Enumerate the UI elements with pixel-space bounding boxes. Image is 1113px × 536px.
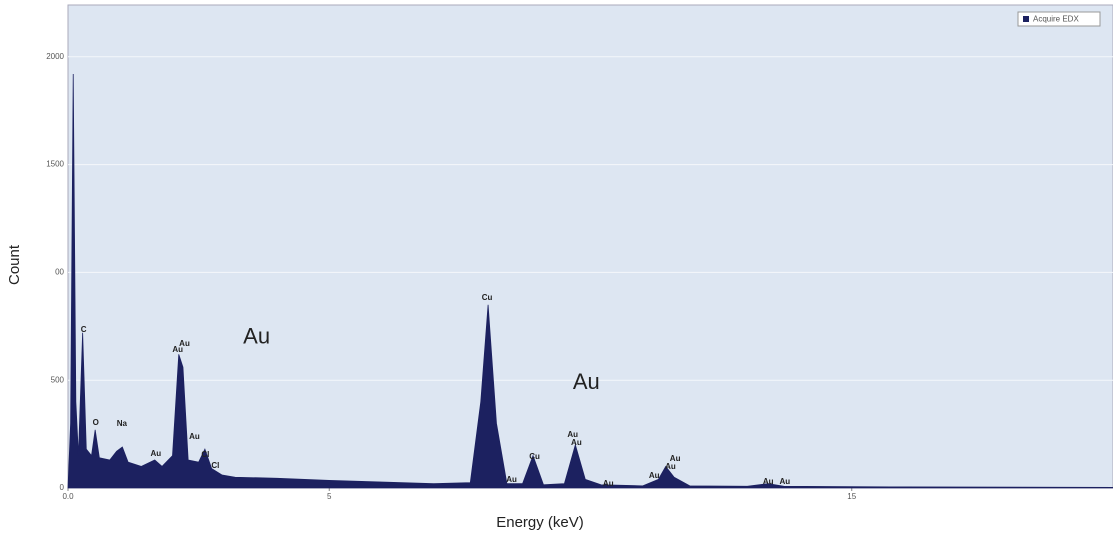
plot-area xyxy=(67,4,1113,489)
peak-label: Au xyxy=(763,477,774,486)
x-tick-label: 0.0 xyxy=(62,492,74,501)
peak-label: Au xyxy=(172,345,183,354)
peak-label: Au xyxy=(150,449,161,458)
annotation: Au xyxy=(243,324,270,349)
annotation: Au xyxy=(573,369,600,394)
legend-box xyxy=(1017,11,1101,27)
peak-label: Au xyxy=(567,430,578,439)
peak-label: Cl xyxy=(201,450,209,459)
peak-label: Au xyxy=(179,339,190,348)
peak-label: Na xyxy=(117,419,128,428)
y-axis-label: Count xyxy=(6,244,23,285)
peak-label: Au xyxy=(670,454,681,463)
y-tick-label: 2000 xyxy=(46,52,64,61)
spectrum-area xyxy=(67,73,1113,489)
x-tick-label: 15 xyxy=(847,492,856,501)
peak-label: Au xyxy=(603,479,614,488)
peak-label: O xyxy=(93,418,99,427)
y-tick-label: 500 xyxy=(51,375,65,384)
peak-label: Au xyxy=(649,471,660,480)
peak-label: Cl xyxy=(211,461,219,470)
y-tick-label: 0 xyxy=(60,483,65,492)
peak-label: Au xyxy=(571,438,582,447)
peak-label: Au xyxy=(665,462,676,471)
peak-label: Au xyxy=(189,432,200,441)
x-tick-label: 5 xyxy=(327,492,332,501)
peak-label: C xyxy=(81,325,87,334)
y-tick-label: 00 xyxy=(55,267,64,276)
legend-label: Acquire EDX xyxy=(1033,15,1079,24)
peak-label: Au xyxy=(780,477,791,486)
x-axis-label: Energy (keV) xyxy=(496,514,584,531)
peak-label: Au xyxy=(506,475,517,484)
y-tick-label: 1500 xyxy=(46,160,64,169)
peak-label: Cu xyxy=(482,293,493,302)
peak-label: Cu xyxy=(529,452,540,461)
legend-swatch xyxy=(1023,16,1029,22)
